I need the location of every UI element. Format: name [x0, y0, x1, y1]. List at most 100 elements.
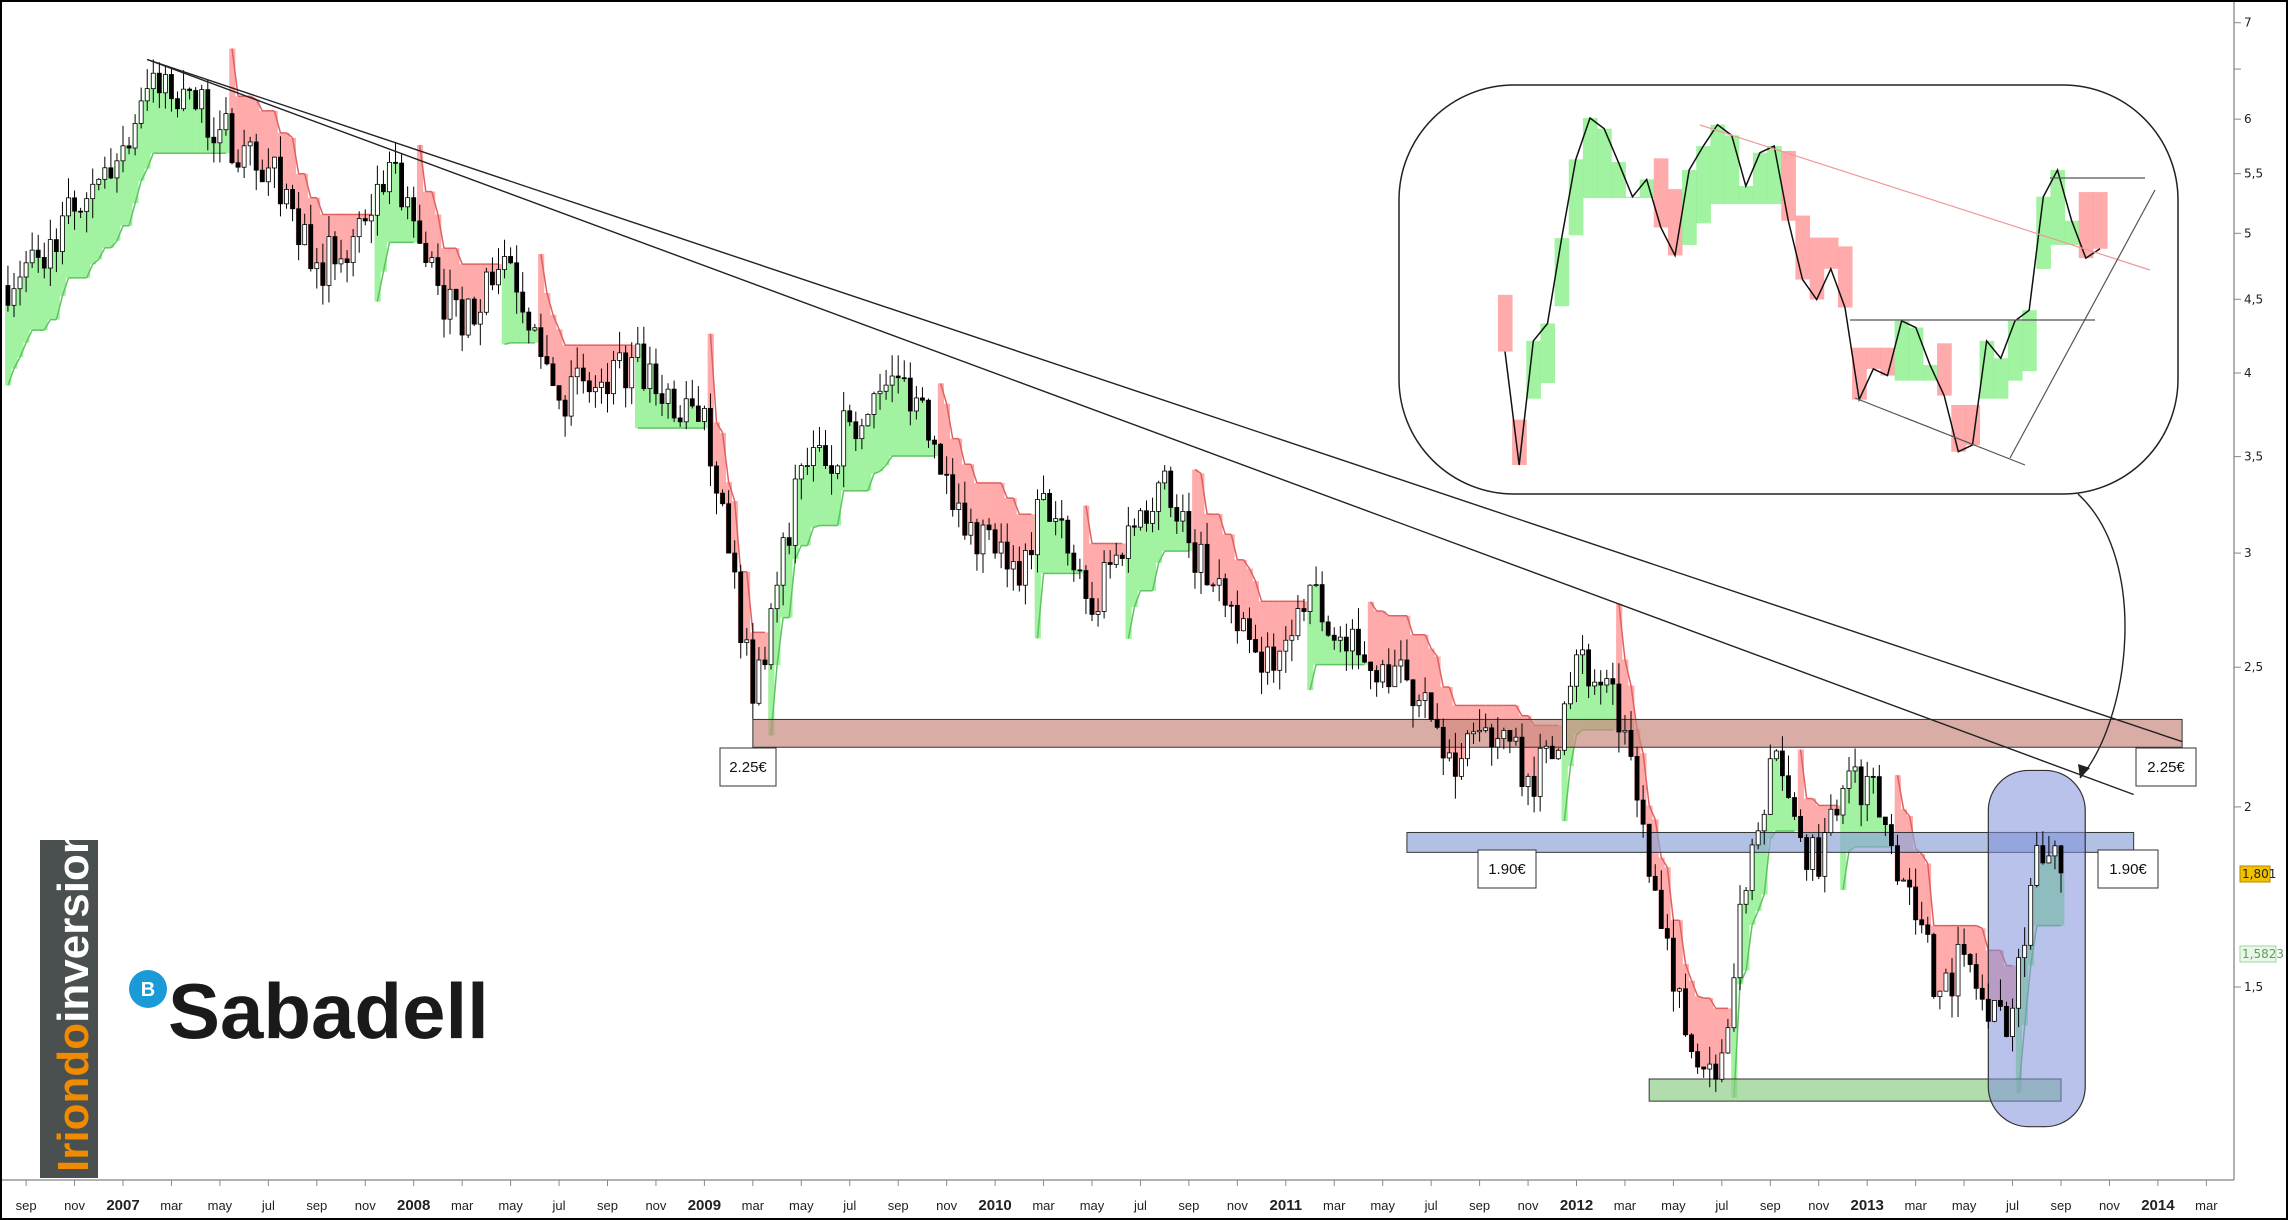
x-tick-label: mar	[742, 1198, 765, 1213]
candle-up	[1483, 727, 1489, 731]
stop-line	[540, 253, 548, 294]
stop-line	[1085, 505, 1093, 544]
candle-up	[1313, 584, 1319, 587]
stop-fill-up	[919, 400, 926, 457]
candle-down	[714, 465, 719, 494]
candle-up	[1422, 692, 1428, 701]
candle-up	[1041, 493, 1046, 500]
stop-fill-up	[695, 421, 702, 429]
candle-down	[962, 502, 968, 536]
stop-fill-up	[1319, 621, 1326, 665]
candle-down	[605, 381, 610, 395]
stop-fill-down	[592, 345, 599, 388]
candle-up	[17, 276, 23, 290]
candle-down	[1610, 678, 1616, 685]
candle-down	[1519, 736, 1525, 788]
stop-fill-down	[1089, 543, 1096, 615]
candle-up	[871, 393, 877, 415]
candle-up	[465, 298, 471, 336]
stop-fill-up	[865, 414, 872, 491]
stop-fill-up	[5, 305, 12, 386]
stop-fill-down	[1373, 611, 1381, 682]
stop-fill-up	[174, 108, 181, 154]
stop-fill-down	[556, 329, 563, 401]
inset-fill-down	[1653, 158, 1669, 228]
candle-up	[865, 414, 871, 427]
stop-fill-up	[120, 145, 127, 226]
candle-down	[1004, 541, 1010, 570]
candle-down	[932, 439, 937, 445]
candle-up	[1622, 730, 1628, 733]
candle-down	[695, 405, 701, 422]
stop-fill-down	[1725, 1008, 1732, 1028]
stop-fill-down	[974, 482, 981, 554]
stop-fill-up	[1307, 585, 1314, 691]
candle-up	[1398, 659, 1404, 667]
candle-up	[2034, 845, 2040, 886]
candle-down	[1616, 683, 1622, 733]
stop-fill-down	[992, 482, 999, 554]
candle-down	[708, 408, 713, 467]
stop-fill-down	[1228, 534, 1235, 606]
candle-down	[290, 188, 295, 210]
candle-up	[284, 188, 289, 205]
candle-down	[926, 399, 931, 441]
candle-down	[1786, 775, 1791, 798]
x-tick-label: mar	[1614, 1198, 1637, 1213]
candle-up	[102, 167, 108, 180]
candle-down	[986, 524, 992, 531]
candle-up	[1707, 1063, 1713, 1070]
y-tick-label: 4,5	[2244, 292, 2263, 306]
stop-fill-down	[719, 432, 726, 504]
x-tick-label: jul	[1714, 1198, 1728, 1213]
candle-down	[417, 220, 423, 244]
stop-fill-down	[416, 145, 424, 244]
inset-fill-up	[1724, 135, 1740, 205]
inset-fill-up	[1540, 323, 1556, 384]
stop-fill-down	[937, 383, 944, 475]
stop-fill-down	[1379, 611, 1387, 665]
x-tick-label: nov	[1518, 1198, 1539, 1213]
stop-fill-down	[1797, 749, 1804, 838]
inset-fill-up	[1908, 327, 1924, 381]
stop-fill-up	[162, 74, 169, 154]
candle-down	[508, 256, 514, 264]
candle-up	[2028, 884, 2034, 946]
stop-line	[1739, 970, 1747, 985]
candle-up	[1501, 730, 1507, 740]
stop-line	[273, 110, 282, 134]
candle-up	[368, 214, 374, 222]
stop-fill-down	[1694, 996, 1702, 1068]
candle-up	[314, 262, 320, 270]
stop-line	[1218, 514, 1226, 535]
stop-fill-down	[544, 292, 551, 364]
callout-arrow	[2077, 493, 2126, 779]
candle-down	[653, 363, 659, 395]
candle-up	[47, 239, 53, 269]
candle-down	[235, 162, 241, 168]
trend-lines	[146, 58, 2183, 796]
stop-fill-up	[1313, 584, 1320, 665]
x-tick-label: 2007	[106, 1197, 139, 1214]
candle-up	[1216, 578, 1222, 586]
stop-fill-up	[1125, 525, 1132, 639]
candle-up	[447, 288, 453, 320]
candle-down	[1107, 562, 1113, 565]
stop-fill-up	[1161, 471, 1169, 552]
stop-fill-down	[1246, 568, 1253, 640]
x-tick-label: nov	[355, 1198, 376, 1213]
zone-support-1.90	[1406, 831, 2135, 853]
candle-up	[1580, 649, 1585, 656]
candle-up	[120, 145, 126, 162]
x-tick-label: jul	[261, 1198, 275, 1213]
inset-fill-up	[2036, 196, 2051, 269]
x-tick-label: mar	[1032, 1198, 1055, 1213]
stop-line	[1242, 559, 1251, 569]
stop-fill-up	[1149, 511, 1156, 591]
stop-fill-down	[1210, 514, 1217, 586]
candle-up	[338, 258, 344, 265]
x-tick-label: may	[1661, 1198, 1686, 1213]
candle-up	[356, 218, 362, 238]
candle-down	[435, 257, 441, 286]
candle-down	[1792, 797, 1797, 817]
